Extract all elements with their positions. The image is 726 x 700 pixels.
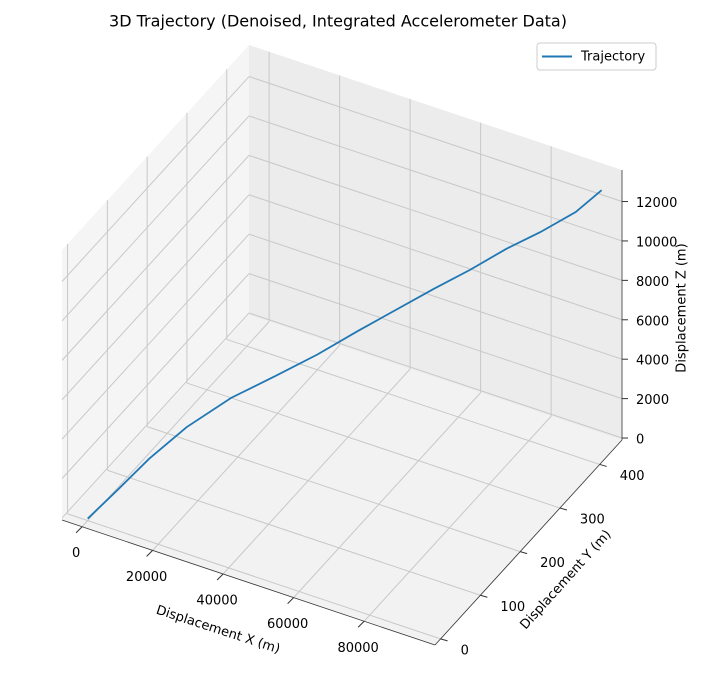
tick-mark (440, 638, 448, 642)
z-tick-label: 12000 (636, 196, 677, 211)
grid-line (226, 338, 600, 465)
y-tick-label: 300 (580, 513, 605, 528)
tick-mark (357, 620, 365, 628)
back-pane (249, 45, 622, 440)
left-pane (62, 45, 249, 520)
z-tick-label: 10000 (636, 235, 677, 250)
y-tick-label: 0 (461, 643, 469, 658)
grid-line (248, 273, 623, 400)
grid-line (61, 312, 250, 519)
x-tick-label: 40000 (196, 593, 237, 608)
tick-mark (599, 463, 607, 467)
z-tick-label: 0 (636, 433, 644, 448)
x-axis-label: Displacement X (m) (154, 603, 282, 657)
tick-mark (480, 594, 488, 598)
axis-line (61, 519, 436, 646)
y-tick-label: 200 (540, 556, 565, 571)
grid-line (152, 345, 340, 551)
grid-line (146, 426, 521, 553)
grid-line (248, 233, 623, 360)
grid-line (81, 321, 270, 528)
grid-line (107, 469, 481, 596)
grid-line (222, 368, 411, 575)
chart-title: 3D Trajectory (Denoised, Integrated Acce… (109, 12, 567, 31)
y-tick-label: 400 (620, 469, 645, 484)
tick-mark (75, 526, 83, 534)
tick-mark (146, 550, 153, 557)
grid-line (363, 415, 552, 622)
grid-line (248, 76, 623, 203)
y-tick-label: 100 (500, 600, 525, 615)
axis-line (434, 439, 623, 646)
grid-line (248, 154, 623, 281)
tick-mark (216, 573, 224, 581)
tick-mark (520, 551, 528, 555)
grid-line (248, 194, 623, 321)
x-tick-label: 20000 (126, 570, 167, 585)
grid-line (61, 76, 250, 282)
grid-line (61, 155, 250, 361)
x-tick-label: 60000 (267, 617, 308, 632)
legend-box (536, 42, 657, 71)
z-tick-label: 6000 (636, 314, 669, 329)
z-tick-label: 4000 (636, 354, 669, 369)
x-tick-label: 0 (72, 546, 80, 561)
z-tick-label: 8000 (636, 275, 669, 290)
grid-line (61, 273, 250, 479)
z-tick-label: 2000 (636, 393, 669, 408)
legend: Trajectory (536, 42, 657, 71)
y-axis-label: Displacement Y (m) (517, 527, 614, 632)
grid-line (293, 392, 481, 598)
legend-label: Trajectory (580, 50, 645, 65)
floor-pane (62, 315, 622, 645)
trajectory-line (87, 189, 603, 520)
grid-line (61, 115, 250, 322)
z-axis-label: Displacement Z (m) (675, 243, 690, 372)
grid-line (186, 382, 561, 509)
tick-mark (287, 597, 294, 604)
grid-line (61, 194, 250, 401)
grid-line (67, 513, 441, 640)
grid-line (61, 233, 250, 440)
grid-line (248, 312, 623, 439)
tick-mark (559, 507, 568, 511)
x-tick-label: 80000 (337, 641, 378, 656)
